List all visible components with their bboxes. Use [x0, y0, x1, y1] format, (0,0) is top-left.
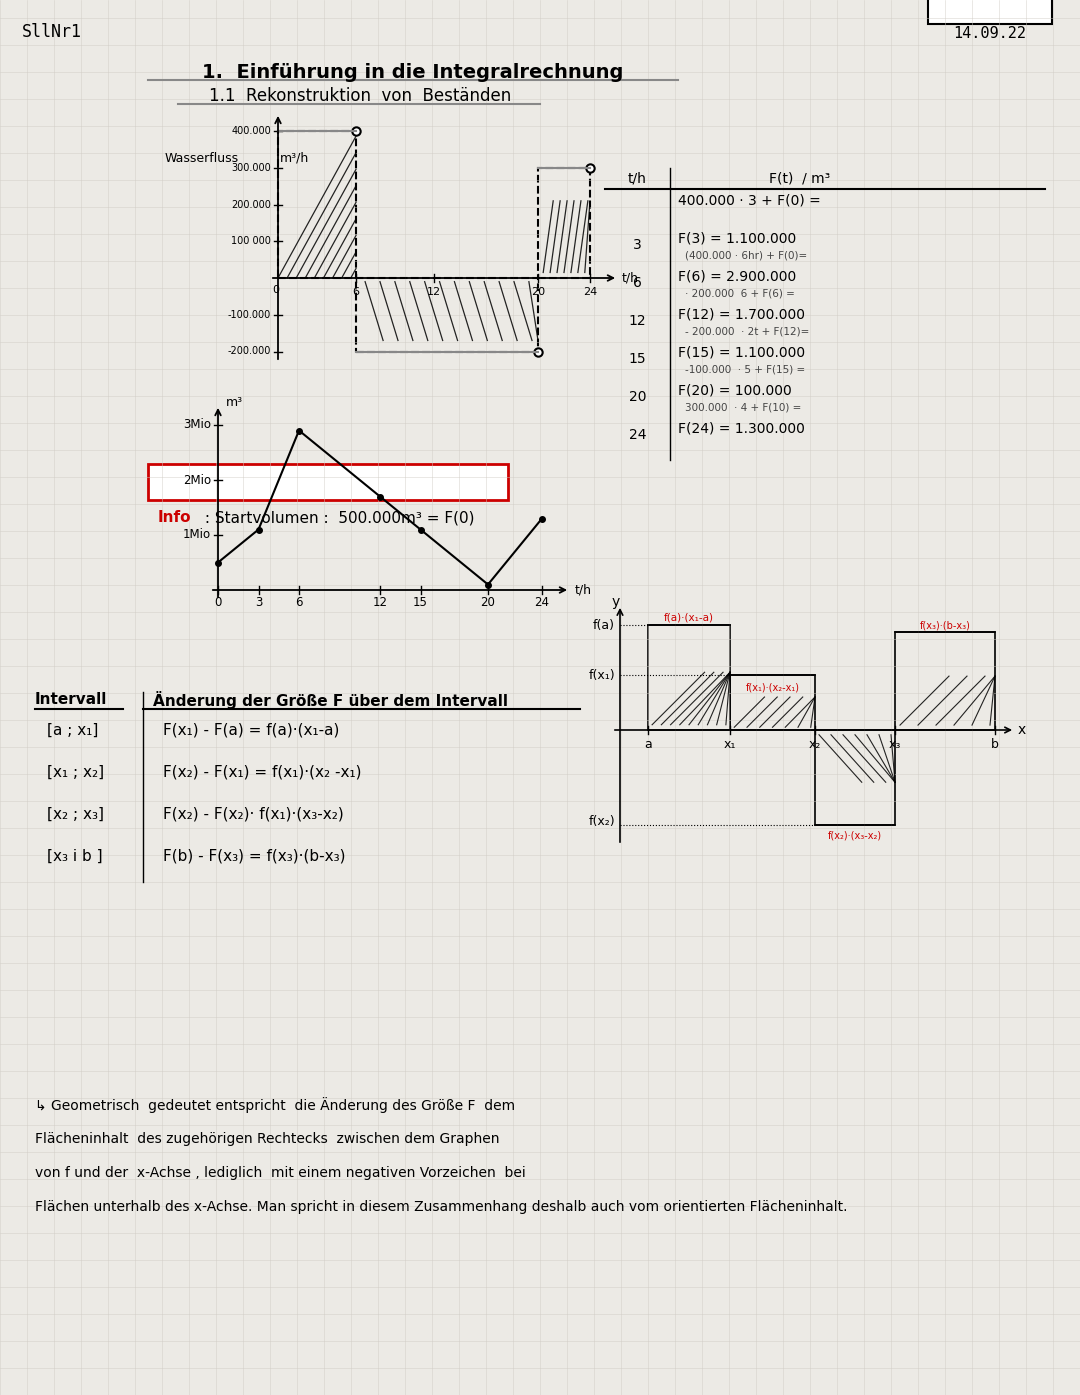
Text: 1.1  Rekonstruktion  von  Beständen: 1.1 Rekonstruktion von Beständen	[208, 86, 511, 105]
Text: 20: 20	[481, 596, 496, 608]
Text: Flächeninhalt  des zugehörigen Rechtecks  zwischen dem Graphen: Flächeninhalt des zugehörigen Rechtecks …	[35, 1131, 499, 1147]
Text: SllNr1: SllNr1	[22, 22, 82, 40]
Text: 12: 12	[373, 596, 388, 608]
Text: F(b) - F(x₃) = f(x₃)·(b-x₃): F(b) - F(x₃) = f(x₃)·(b-x₃)	[163, 848, 346, 864]
Text: -100.000  · 5 + F(15) =: -100.000 · 5 + F(15) =	[685, 365, 806, 375]
Text: 100 000: 100 000	[231, 236, 271, 247]
Text: x₂: x₂	[809, 738, 821, 751]
Bar	[356, 278, 538, 352]
Text: f(x₁)·(x₂-x₁): f(x₁)·(x₂-x₁)	[745, 682, 799, 692]
Text: F(x₁) - F(a) = f(a)·(x₁-a): F(x₁) - F(a) = f(a)·(x₁-a)	[163, 723, 339, 738]
Text: 14.09.22: 14.09.22	[954, 25, 1026, 40]
Text: F(20) = 100.000: F(20) = 100.000	[678, 384, 792, 398]
Text: F(24) = 1.300.000: F(24) = 1.300.000	[678, 423, 805, 437]
Text: 15: 15	[629, 352, 646, 365]
FancyBboxPatch shape	[928, 0, 1052, 24]
Text: 15: 15	[413, 596, 428, 608]
Text: m³: m³	[226, 396, 243, 410]
Text: 6: 6	[295, 596, 302, 608]
Text: f(a)·(x₁-a): f(a)·(x₁-a)	[664, 612, 714, 624]
Bar	[278, 131, 356, 278]
Text: · 200.000  6 + F(6) =: · 200.000 6 + F(6) =	[685, 289, 795, 299]
Text: (400.000 · 6hr) + F(0)=: (400.000 · 6hr) + F(0)=	[685, 251, 807, 261]
Text: F(t)  / m³: F(t) / m³	[769, 172, 831, 186]
Text: F(15) = 1.100.000: F(15) = 1.100.000	[678, 346, 805, 360]
Text: 24: 24	[535, 596, 550, 608]
Text: m³/h: m³/h	[280, 152, 309, 165]
Text: [a ; x₁]: [a ; x₁]	[48, 723, 98, 738]
Text: f(a): f(a)	[593, 618, 615, 632]
Text: t/h: t/h	[629, 172, 647, 186]
Text: 1.  Einführung in die Integralrechnung: 1. Einführung in die Integralrechnung	[202, 63, 623, 81]
Bar	[730, 675, 815, 730]
Bar	[895, 632, 995, 730]
Text: 6: 6	[352, 287, 360, 297]
Text: - 200.000  · 2t + F(12)=: - 200.000 · 2t + F(12)=	[685, 326, 809, 338]
Text: 12: 12	[629, 314, 646, 328]
Text: t/h: t/h	[622, 272, 639, 285]
Text: 12: 12	[427, 287, 441, 297]
Text: Änderung der Größe F über dem Intervall: Änderung der Größe F über dem Intervall	[153, 691, 508, 709]
Bar	[648, 625, 730, 730]
Text: y: y	[612, 596, 620, 610]
Text: ↳ Geometrisch  gedeutet entspricht  die Änderung des Größe F  dem: ↳ Geometrisch gedeutet entspricht die Än…	[35, 1096, 515, 1113]
Text: x: x	[1018, 723, 1026, 737]
Text: 20: 20	[531, 287, 545, 297]
Text: x₁: x₁	[724, 738, 737, 751]
Text: von f und der  x-Achse , lediglich  mit einem negativen Vorzeichen  bei: von f und der x-Achse , lediglich mit ei…	[35, 1166, 526, 1180]
Text: 2Mio: 2Mio	[183, 473, 211, 487]
Text: Wasserfluss: Wasserfluss	[165, 152, 239, 165]
Text: 3: 3	[255, 596, 262, 608]
Text: 400.000 · 3 + F(0) =: 400.000 · 3 + F(0) =	[678, 194, 821, 208]
Bar	[148, 465, 508, 499]
Text: Info: Info	[158, 511, 191, 526]
Text: f(x₂): f(x₂)	[589, 816, 615, 829]
Text: f(x₃)·(b-x₃): f(x₃)·(b-x₃)	[919, 619, 971, 631]
Text: f(x₂)·(x₃-x₂): f(x₂)·(x₃-x₂)	[828, 830, 882, 840]
Text: -200.000: -200.000	[228, 346, 271, 357]
Text: 3: 3	[633, 239, 642, 252]
Text: F(6) = 2.900.000: F(6) = 2.900.000	[678, 271, 796, 285]
Text: F(3) = 1.100.000: F(3) = 1.100.000	[678, 232, 796, 246]
Text: a: a	[644, 738, 652, 751]
Text: x₃: x₃	[889, 738, 901, 751]
Text: 24: 24	[583, 287, 597, 297]
Text: 6: 6	[633, 276, 642, 290]
Text: F(12) = 1.700.000: F(12) = 1.700.000	[678, 308, 805, 322]
Text: : Startvolumen :  500.000m³ = F(0): : Startvolumen : 500.000m³ = F(0)	[200, 511, 474, 526]
Text: 0: 0	[272, 285, 280, 294]
Text: t/h: t/h	[575, 583, 592, 597]
Text: 20: 20	[629, 391, 646, 405]
Text: [x₃ i b ]: [x₃ i b ]	[48, 848, 103, 864]
Text: 300.000: 300.000	[231, 163, 271, 173]
Bar	[538, 167, 590, 278]
Text: [x₁ ; x₂]: [x₁ ; x₂]	[48, 764, 104, 780]
Text: f(x₁): f(x₁)	[589, 668, 615, 682]
Text: 300.000  · 4 + F(10) =: 300.000 · 4 + F(10) =	[685, 403, 801, 413]
Text: -100.000: -100.000	[228, 310, 271, 319]
Text: 1Mio: 1Mio	[183, 529, 211, 541]
Bar	[815, 730, 895, 824]
Text: 3Mio: 3Mio	[183, 418, 211, 431]
Text: 400.000: 400.000	[231, 126, 271, 135]
Text: Intervall: Intervall	[35, 692, 107, 707]
Text: b: b	[991, 738, 999, 751]
Text: 0: 0	[214, 596, 221, 608]
Text: 200.000: 200.000	[231, 199, 271, 209]
Text: Flächen unterhalb des x-Achse. Man spricht in diesem Zusammenhang deshalb auch v: Flächen unterhalb des x-Achse. Man spric…	[35, 1200, 848, 1214]
Text: F(x₂) - F(x₁) = f(x₁)·(x₂ -x₁): F(x₂) - F(x₁) = f(x₁)·(x₂ -x₁)	[163, 764, 362, 780]
Text: [x₂ ; x₃]: [x₂ ; x₃]	[48, 806, 104, 822]
Text: F(x₂) - F(x₂)· f(x₁)·(x₃-x₂): F(x₂) - F(x₂)· f(x₁)·(x₃-x₂)	[163, 806, 343, 822]
Text: 24: 24	[629, 428, 646, 442]
